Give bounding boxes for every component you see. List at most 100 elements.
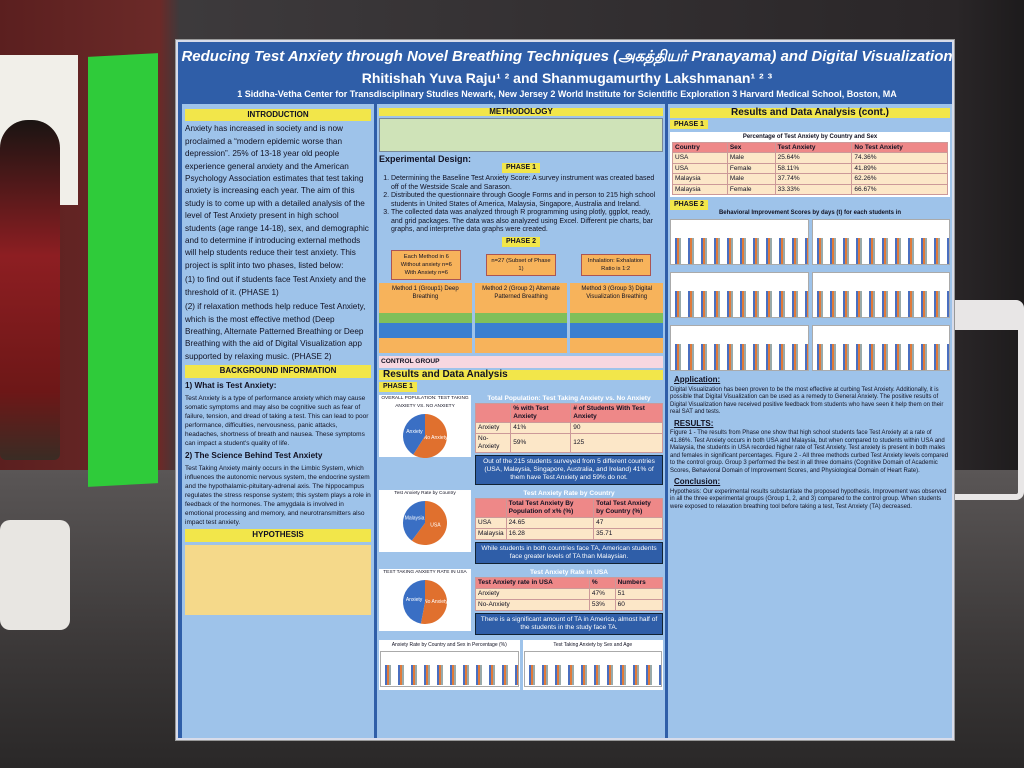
results-rows: OVERALL POPULATION: TEST TAKING ANXIETY …: [379, 394, 664, 637]
table-row: Anxiety 47% 51: [475, 587, 664, 600]
diagram: Each Method in 6 Without anxiety n=6 Wit…: [379, 249, 663, 280]
table-row: Country Sex Test Anxiety No Test Anxiety: [672, 141, 948, 153]
bar-chart-image: [380, 650, 519, 687]
authors: Rhitishah Yuva Raju¹ ² and Shanmugamurth…: [361, 70, 773, 86]
method-box: Method 3 (Group 3) Digital Visualization…: [570, 282, 664, 353]
pie-title: TEST TAKING ANXIETY RATE IN USA: [383, 569, 467, 575]
table-cell: 62.26%: [851, 173, 948, 185]
bar-chart-image: [670, 272, 809, 318]
slice-label: No Anxiety: [424, 599, 448, 605]
pie-slice: [403, 579, 425, 624]
table-cell: Anxiety: [474, 421, 512, 434]
variables-table: [379, 118, 663, 152]
table-cell: 47%: [588, 587, 616, 600]
paragraph: Test Anxiety is a type of performance an…: [185, 394, 369, 447]
table-title: Total Population: Test Taking Anxiety vs…: [487, 394, 651, 402]
result-row: Test Anxiety Rate by Country USA Malaysia T…: [379, 489, 663, 566]
data-table: Total Test Anxiety By Population of x% (…: [475, 497, 663, 540]
bar-chart-image: [811, 219, 950, 265]
table-cell: 125: [570, 432, 663, 453]
table-cell: USA: [475, 516, 507, 529]
pie-slice: [413, 413, 447, 458]
design-point: Distributed the questionnaire through Go…: [391, 192, 663, 209]
table-cell: Sex: [726, 141, 776, 153]
diagram-box: Inhalation: Exhalation Ratio is 1:2: [580, 253, 651, 276]
phase-tag: PHASE 1: [502, 163, 540, 173]
table-cell: 59%: [510, 432, 572, 453]
pie-chart: TEST TAKING ANXIETY RATE IN USA No Anxiet…: [379, 568, 471, 631]
subheading: Experimental Design:: [379, 154, 472, 164]
table-cell: [475, 497, 507, 518]
pie-slice: [403, 413, 425, 455]
middle-column: METHODOLOGY Experimental Design: PHASE 1…: [377, 104, 665, 738]
table-cell: Country: [672, 141, 728, 153]
table-cell: 33.33%: [774, 183, 853, 195]
chart-title: Test Taking Anxiety by Sex and Age: [553, 641, 633, 648]
table-cell: 25.64%: [774, 152, 853, 164]
diagram-box: n=27 (Subset of Phase 1): [485, 253, 556, 276]
table-note: While students in both countries face TA…: [475, 541, 663, 564]
table-cell: [474, 402, 512, 423]
result-row: OVERALL POPULATION: TEST TAKING ANXIETY …: [379, 394, 663, 487]
table-cell: % with Test Anxiety: [510, 402, 572, 423]
control-group: CONTROL GROUP: [379, 355, 663, 368]
subheading: 1) What is Test Anxiety:: [185, 380, 277, 390]
phase-tag: PHASE 1: [670, 119, 708, 129]
table-note: There is a significant amount of TA in A…: [475, 612, 663, 635]
pie-chart: OVERALL POPULATION: TEST TAKING ANXIETY …: [379, 394, 471, 458]
table-cell: 66.67%: [851, 183, 948, 195]
table-row: Anxiety 41% 90: [474, 421, 663, 434]
pie-svg: USA Malaysia: [403, 500, 447, 545]
phase-tag: PHASE 1: [379, 381, 417, 392]
design-point: Determining the Baseline Test Anxiety Sc…: [391, 175, 663, 192]
table-title: Test Anxiety Rate by Country: [523, 489, 615, 497]
left-column: INTRODUCTION Anxiety has increased in so…: [182, 104, 374, 738]
charts: Anxiety Rate by Country and Sex in Perce…: [379, 639, 663, 690]
table-cell: 41.89%: [851, 162, 948, 174]
design-list: Determining the Baseline Test Anxiety Sc…: [391, 175, 663, 235]
table-cell: 60: [614, 598, 664, 611]
affiliations: 1 Siddha-Vetha Center for Transdisciplin…: [237, 89, 897, 99]
slice-label: Anxiety: [406, 596, 423, 602]
table-cell: Total Test Anxiety by Country (%): [593, 497, 663, 518]
table-cell: Malaysia: [672, 183, 728, 195]
figure-title: Behavioral Improvement Scores by days (t…: [718, 209, 902, 216]
bar-chart-image: [523, 650, 662, 687]
table-cell: USA: [672, 152, 728, 164]
paragraph: (1) to find out if students face Test An…: [185, 275, 366, 297]
chair: [0, 520, 70, 630]
table-row: % with Test Anxiety # of Students With Te…: [474, 402, 663, 423]
table-row: USA 24.65 47: [475, 516, 663, 529]
methods: Method 1 (Group1) Deep Breathing Method 2…: [379, 282, 664, 353]
section-heading: HYPOTHESIS: [185, 529, 371, 542]
pie-title: Test Anxiety Rate by Country: [394, 490, 456, 496]
green-board: [88, 53, 158, 487]
bar-chart-image: [811, 272, 950, 318]
table-cell: Total Test Anxiety By Population of x% (…: [505, 497, 595, 518]
paragraph: Figure 1 - The results from Phase one sh…: [670, 430, 949, 474]
section-heading: BACKGROUND INFORMATION: [185, 365, 371, 378]
hypothesis-figure: [185, 544, 371, 615]
table-note: Out of the 215 students surveyed from 5 …: [475, 454, 663, 485]
section-heading: Results and Data Analysis: [379, 369, 663, 380]
table-cell: 41%: [510, 421, 572, 434]
chart-image: Anxiety Rate by Country and Sex in Perce…: [379, 639, 520, 690]
paragraph: Test Taking Anxiety mainly occurs in the…: [185, 465, 371, 527]
method-box: Method 2 (Group 2) Alternate Patterned B…: [474, 282, 568, 353]
pie-chart: Test Anxiety Rate by Country USA Malaysia: [379, 489, 471, 552]
chart-image: Test Taking Anxiety by Sex and Age: [522, 639, 663, 690]
right-column: Results and Data Analysis (cont.) PHASE …: [668, 104, 952, 738]
section-heading: INTRODUCTION: [185, 109, 371, 122]
table-row: No-Anxiety 53% 60: [475, 598, 664, 611]
table-cell: 51: [614, 587, 664, 600]
person: [0, 120, 60, 460]
pie-slice: [420, 579, 447, 624]
slice-label: No Anxiety: [424, 435, 448, 441]
slice-label: Malaysia: [405, 515, 425, 521]
table-cell: USA: [672, 162, 728, 174]
section-heading: Conclusion:: [674, 477, 721, 486]
table-box: Percentage of Test Anxiety by Country an…: [670, 132, 950, 197]
table-cell: 16.28: [505, 527, 595, 540]
